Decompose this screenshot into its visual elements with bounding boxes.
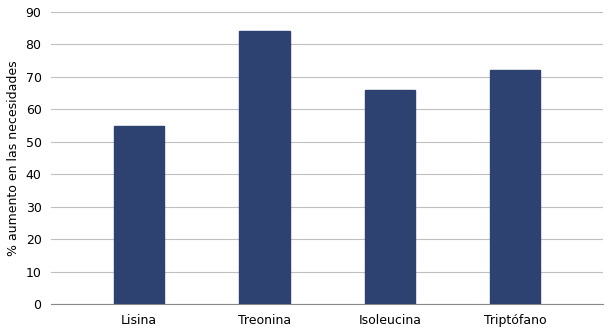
Bar [239, 31, 290, 304]
Bar [114, 126, 164, 304]
Bar [490, 70, 540, 304]
Y-axis label: % aumento en las necesidades: % aumento en las necesidades [7, 60, 20, 256]
Bar [365, 90, 415, 304]
